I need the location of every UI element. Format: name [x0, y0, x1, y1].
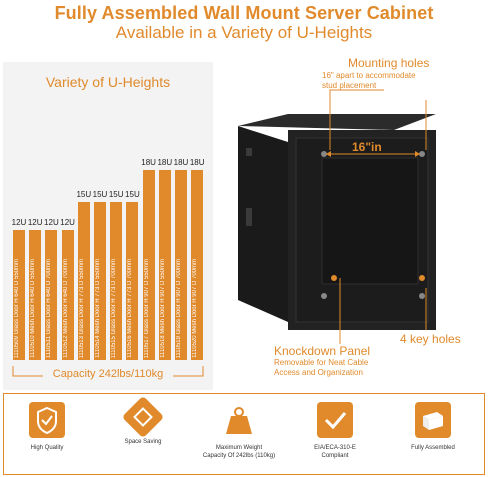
u-height-label: 15U [125, 190, 140, 199]
u-height-label: 12U [27, 218, 43, 227]
u-height-label: 18U [157, 158, 173, 167]
u-height-bar: 12U 1110510 Mesh Door H 640 D 550mm [28, 218, 43, 360]
u-height-bar: 12U 1110511 Glass Door H 640 D 700mm [44, 218, 59, 360]
u-height-bar: 12U 1110509 Glass Door H 640 D 550mm [12, 218, 26, 360]
u-height-label: 18U [189, 158, 205, 167]
u-height-bar: 15U 1110514 Mesh Door H 773 D 550mm [93, 190, 107, 360]
capacity-label: Capacity 242lbs/110kg [43, 368, 173, 380]
u-height-bar: 15U 1110515 Glass Door H 773 D 700mm [109, 190, 124, 360]
mounting-holes-desc-2: stud placement [322, 81, 377, 90]
u-height-bar: 18U 1110518 Mesh Door H 907 D 550mm [157, 158, 172, 360]
weight-icon [221, 402, 257, 438]
u-height-bar: 15U 1110513 Glass Door H 773 D 550mm [76, 190, 91, 360]
u-height-bar: 18U 1110517 Glass Door H 907 D 550mm [141, 158, 156, 360]
feature-label-2: Compliant [321, 453, 349, 459]
page-title: Fully Assembled Wall Mount Server Cabine… [54, 3, 434, 23]
u-heights-title: Variety of U-Heights [45, 74, 171, 90]
knockdown-desc-1: Removable for Neat Cable [274, 358, 369, 367]
u-height-label: 15U [76, 190, 92, 199]
mounting-holes-title: Mounting holes [348, 56, 430, 70]
feature-weight: Maximum Weight Capacity Of 242lbs (110kg… [194, 402, 284, 460]
feature-label: EIA/ECA-310-E [314, 445, 356, 451]
u-heights-bars: 12U 1110509 Glass Door H 640 D 550mm 12U 11… [3, 62, 213, 390]
features-box: High Quality Space Saving Maximum Weight… [3, 393, 485, 475]
u-height-label: 12U [11, 218, 27, 227]
u-height-label: 18U [141, 158, 156, 167]
feature-label: High Quality [30, 445, 64, 451]
u-height-bar: 15U 1110516 Mesh Door H 773 D 700mm [125, 190, 140, 360]
shield-check-icon [29, 402, 65, 438]
u-height-bar: 18U 1110519 Glass Door H 907 D 700mm [174, 158, 188, 360]
box-icon [415, 402, 451, 438]
feature-high-quality: High Quality [2, 402, 92, 452]
u-height-label: 15U [92, 190, 108, 199]
cube-icon [121, 395, 165, 439]
u-height-bar: 12U 1110512 Mesh Door H 640 D 700mm [60, 218, 75, 360]
page-subtitle: Available in a Variety of U-Heights [115, 23, 373, 42]
u-height-label: 18U [173, 158, 189, 167]
knockdown-desc-2: Access and Organization [274, 368, 363, 377]
feature-space-saving: Space Saving [98, 395, 188, 446]
dimension-label: 16"in [352, 140, 382, 154]
feature-label: Maximum Weight [215, 445, 263, 451]
mounting-holes-desc-1: 16" apart to accommodate [322, 71, 416, 80]
checkmark-icon [317, 402, 353, 438]
u-heights-panel: Variety of U-Heights 12U 1110509 Glass Do… [3, 62, 213, 390]
key-holes-label: 4 key holes [400, 332, 461, 346]
u-height-label: 15U [108, 190, 124, 199]
feature-label-2: Capacity Of 242lbs (110kg) [202, 453, 276, 459]
feature-compliant: EIA/ECA-310-E Compliant [290, 402, 380, 460]
feature-label: Fully Assembled [411, 445, 455, 451]
feature-label: Space Saving [124, 439, 162, 445]
cabinet-image [238, 114, 436, 330]
u-height-label: 12U [44, 218, 59, 227]
feature-assembled: Fully Assembled [388, 402, 478, 452]
u-height-bar: 18U 1110520 Mesh Door H 907 D 700mm [190, 158, 205, 360]
u-height-label: 12U [60, 218, 75, 227]
knockdown-title: Knockdown Panel [274, 344, 371, 358]
